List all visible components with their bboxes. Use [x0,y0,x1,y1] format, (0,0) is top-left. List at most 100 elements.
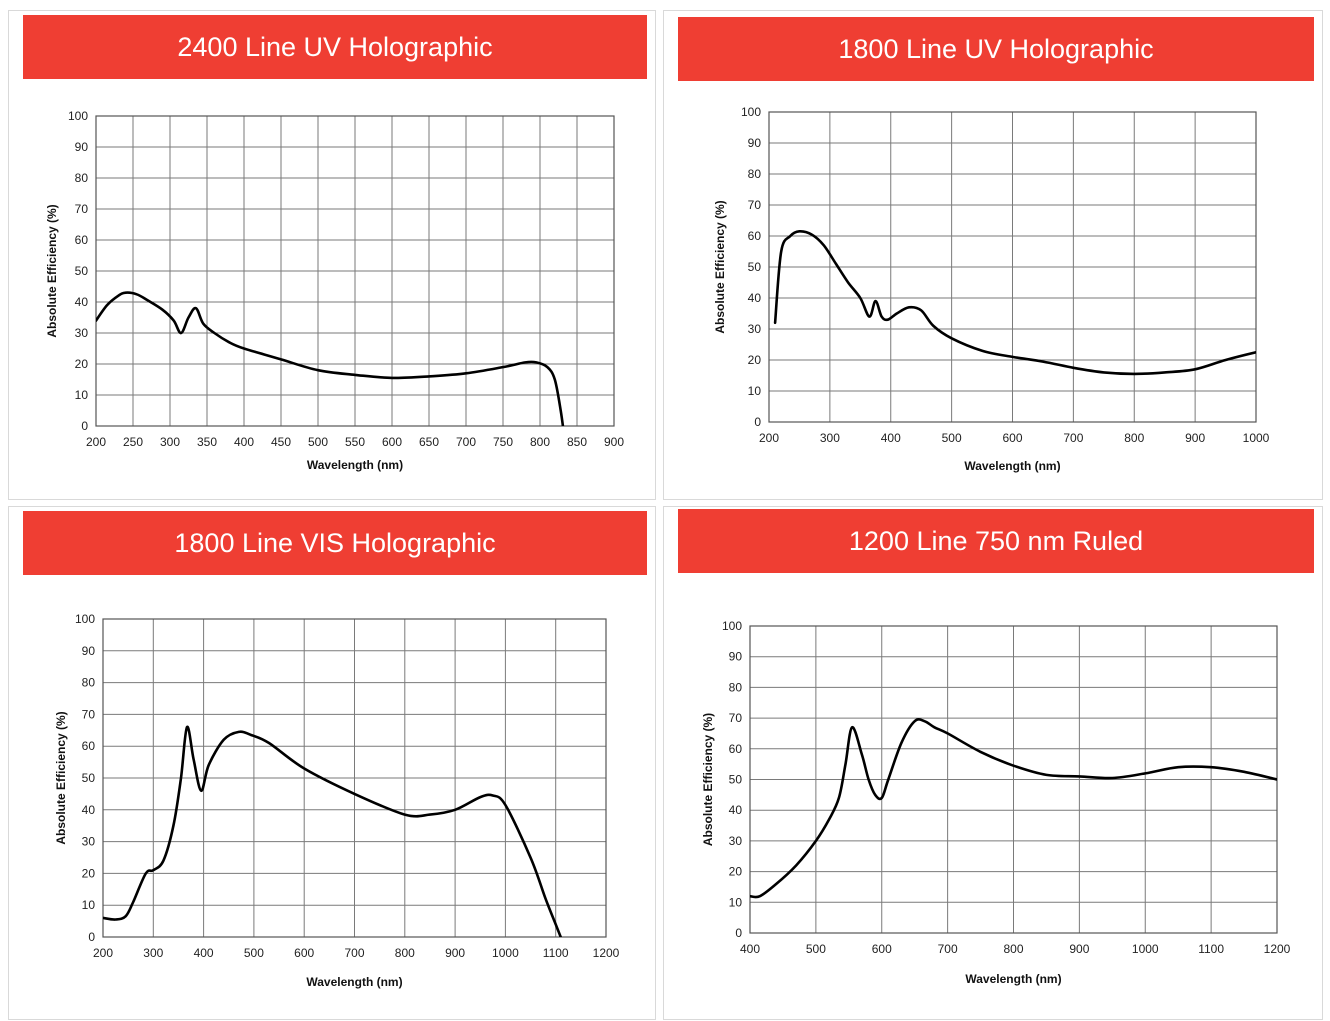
x-tick-label: 750 [493,435,513,449]
x-tick-label: 600 [1002,431,1022,445]
y-tick-label: 80 [748,167,762,181]
efficiency-curve [96,291,565,426]
chart-panel-1800-uv: 1800 Line UV Holographic 200 300 400 500 600… [663,10,1323,500]
x-axis-label: Wavelength (nm) [965,972,1061,986]
x-tick-label: 1000 [1243,431,1270,445]
y-tick-label: 0 [735,926,742,940]
chart-panel-2400-uv: 2400 Line UV Holographic 200 250 300 350 400… [8,10,656,500]
y-tick-label: 60 [75,233,89,247]
x-tick-label: 600 [294,946,314,960]
y-tick-label: 90 [748,136,762,150]
y-tick-label: 40 [82,803,96,817]
x-tick-label: 700 [1063,431,1083,445]
x-tick-label: 900 [1069,942,1089,956]
efficiency-chart: 200 300 400 500 600 700 800 900 1000 0 10 20 30 40 50 6… [713,105,1270,473]
x-tick-label: 800 [1003,942,1023,956]
x-tick-label: 200 [759,431,779,445]
y-axis-label: Absolute Efficiency (%) [701,713,715,846]
chart-title-banner: 1200 Line 750 nm Ruled [678,509,1314,573]
y-tick-label: 0 [81,419,88,433]
y-axis-label: Absolute Efficiency (%) [45,204,59,337]
y-axis-label: Absolute Efficiency (%) [54,711,68,844]
x-tick-label: 400 [234,435,254,449]
efficiency-curve [750,718,1277,899]
x-tick-label: 300 [160,435,180,449]
y-tick-label: 100 [722,619,742,633]
efficiency-curve [103,725,562,937]
x-tick-label: 500 [308,435,328,449]
chart-title-banner: 2400 Line UV Holographic [23,15,647,79]
x-tick-label: 900 [604,435,624,449]
chart-panel-1200-ruled: 1200 Line 750 nm Ruled 400 500 600 700 800 90… [663,506,1323,1020]
y-tick-label: 10 [82,898,96,912]
x-tick-label: 200 [86,435,106,449]
y-tick-label: 10 [729,895,743,909]
y-tick-label: 90 [82,644,96,658]
x-tick-label: 500 [806,942,826,956]
efficiency-chart: 200 300 400 500 600 700 800 900 1000 1100 1200 0 10 2… [54,612,620,989]
x-axis-label: Wavelength (nm) [306,975,402,989]
y-tick-label: 10 [75,388,89,402]
x-tick-label: 700 [456,435,476,449]
plot-frame [768,111,1257,423]
y-tick-label: 40 [729,803,743,817]
chart-title-banner: 1800 Line UV Holographic [678,17,1314,81]
x-tick-label: 1200 [1264,942,1291,956]
efficiency-chart: 400 500 600 700 800 900 1000 1100 1200 0 10 20 30 40 5… [701,619,1291,986]
x-tick-label: 450 [271,435,291,449]
y-tick-label: 70 [75,202,89,216]
x-tick-label: 650 [419,435,439,449]
y-tick-label: 80 [82,676,96,690]
y-tick-label: 70 [82,707,96,721]
x-tick-label: 900 [445,946,465,960]
y-tick-label: 60 [729,742,743,756]
x-tick-label: 800 [530,435,550,449]
y-tick-label: 40 [748,291,762,305]
x-axis-label: Wavelength (nm) [307,458,403,472]
x-tick-label: 350 [197,435,217,449]
x-tick-label: 1200 [593,946,620,960]
y-tick-label: 80 [729,680,743,694]
y-tick-label: 0 [754,415,761,429]
x-tick-label: 700 [938,942,958,956]
y-tick-label: 100 [75,612,95,626]
y-tick-label: 10 [748,384,762,398]
x-tick-label: 800 [395,946,415,960]
x-tick-label: 200 [93,946,113,960]
x-tick-label: 800 [1124,431,1144,445]
y-tick-label: 100 [68,109,88,123]
x-tick-label: 300 [143,946,163,960]
x-tick-label: 1100 [543,946,569,960]
y-tick-label: 0 [88,930,95,944]
x-tick-label: 850 [567,435,587,449]
y-tick-label: 30 [748,322,762,336]
y-tick-label: 90 [75,140,89,154]
x-tick-label: 500 [942,431,962,445]
x-tick-label: 400 [194,946,214,960]
x-tick-label: 550 [345,435,365,449]
y-tick-label: 70 [729,711,743,725]
y-tick-label: 50 [82,771,96,785]
x-tick-label: 600 [382,435,402,449]
x-tick-label: 400 [881,431,901,445]
y-tick-label: 30 [729,834,743,848]
x-tick-label: 700 [344,946,364,960]
y-tick-label: 90 [729,650,743,664]
x-tick-label: 400 [740,942,760,956]
y-tick-label: 60 [748,229,762,243]
efficiency-chart: 200 250 300 350 400 450 500 550 600 650 700 750 800 8… [45,109,624,472]
x-tick-label: 1000 [492,946,519,960]
x-tick-label: 1100 [1198,942,1224,956]
chart-panel-1800-vis: 1800 Line VIS Holographic 200 300 400 500 60… [8,506,656,1020]
efficiency-curve [773,229,1256,376]
x-axis-label: Wavelength (nm) [964,459,1060,473]
y-tick-label: 30 [75,326,89,340]
x-tick-label: 1000 [1132,942,1159,956]
y-tick-label: 20 [729,865,743,879]
chart-title-banner: 1800 Line VIS Holographic [23,511,647,575]
y-tick-label: 60 [82,739,96,753]
y-tick-label: 20 [748,353,762,367]
y-tick-label: 100 [741,105,761,119]
y-tick-label: 20 [75,357,89,371]
y-axis-label: Absolute Efficiency (%) [713,200,727,333]
